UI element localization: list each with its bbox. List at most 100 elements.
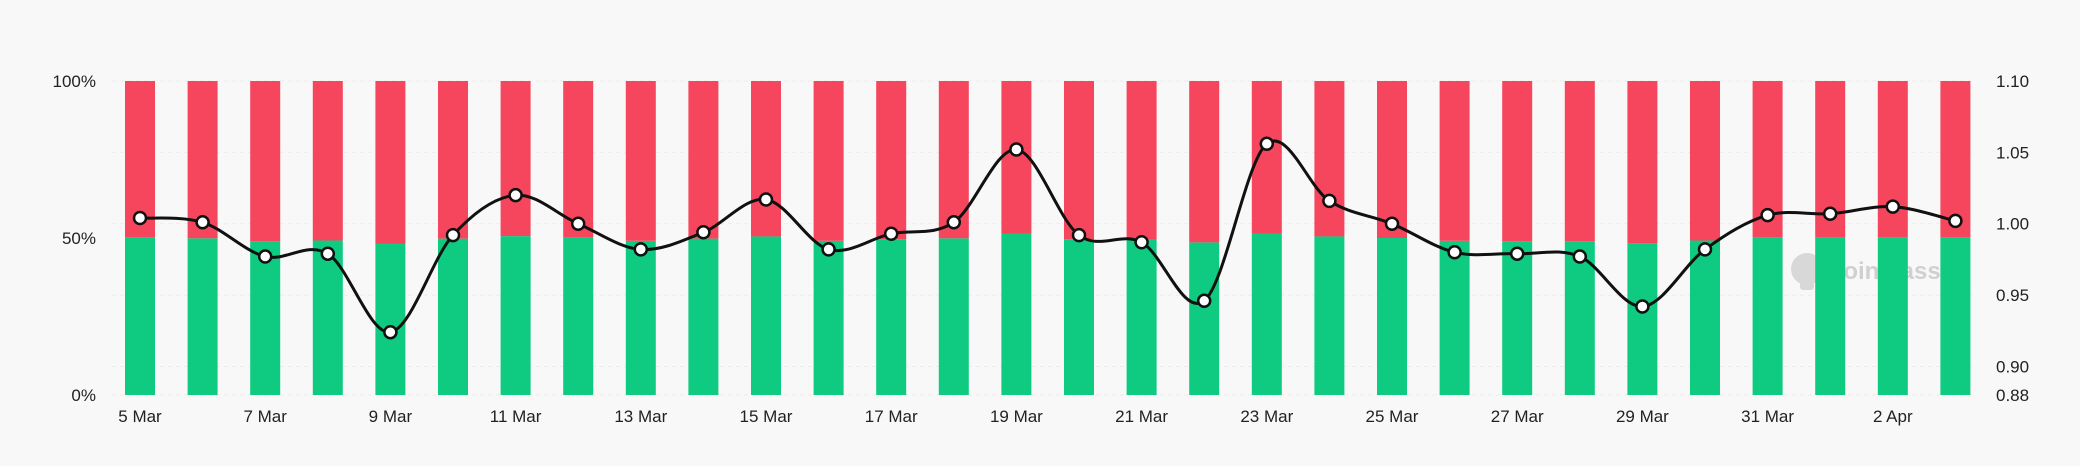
bar-short [938, 81, 969, 239]
y-left-tick-label: 50% [62, 229, 96, 248]
bar-long [688, 238, 719, 395]
x-tick-label: 29 Mar [1616, 407, 1669, 426]
ratio-point [1822, 206, 1838, 221]
ratio-point [1447, 245, 1462, 260]
x-tick-label: 13 Mar [614, 407, 667, 426]
x-axis: 5 Mar 7 Mar 9 Mar 11 Mar 13 Mar 15 Mar 17 Mar 1… [118, 407, 1913, 426]
bar-long [938, 238, 969, 395]
ratio-point [508, 187, 523, 203]
ratio-point [132, 210, 148, 226]
bar-short [1126, 81, 1157, 240]
bar-short [1627, 81, 1658, 244]
x-tick-label: 15 Mar [740, 407, 793, 426]
y-right-tick-label: 1.05 [1996, 143, 2029, 162]
bar-long [876, 239, 907, 395]
ratio-point [1572, 249, 1588, 264]
bar-short [688, 81, 719, 239]
ratio-point [821, 242, 836, 257]
bar-long [1439, 240, 1470, 395]
ratio-point [1760, 207, 1775, 223]
ratio-point [257, 249, 273, 264]
bar-short [876, 81, 907, 240]
bar-short [1439, 81, 1470, 241]
x-tick-label: 11 Mar [490, 407, 542, 426]
ratio-point [758, 192, 774, 207]
bar-long [1314, 236, 1345, 395]
ratio-point [1009, 142, 1024, 157]
ratio-point [1948, 213, 1963, 229]
bar-short [1502, 81, 1533, 242]
coinglass-logo-icon [1791, 253, 1823, 290]
bar-short [1690, 81, 1720, 241]
bar-long [250, 241, 281, 395]
ratio-point [633, 242, 649, 257]
x-tick-label: 21 Mar [1115, 407, 1168, 426]
ratio-point [1635, 299, 1650, 314]
bar-long [438, 238, 468, 395]
bar-short [1940, 81, 1971, 238]
bar-short [1314, 81, 1345, 237]
bar-short [1377, 81, 1407, 238]
x-tick-label: 5 Mar [118, 407, 162, 426]
bar-short [1189, 81, 1220, 243]
bar-short [625, 81, 656, 241]
bar-long [1690, 240, 1720, 395]
ratio-point [1322, 193, 1337, 209]
bar-long [1752, 237, 1783, 395]
bars [125, 81, 1971, 395]
y-right-tick-label: 1.10 [1996, 72, 2029, 91]
ratio-point [1071, 227, 1087, 243]
bar-long [1377, 238, 1407, 395]
bar-long [500, 236, 531, 395]
y-axis-left: 0% 50% 100% [53, 72, 96, 405]
ratio-point [1509, 246, 1525, 261]
ratio-point [946, 215, 962, 230]
ratio-point [195, 215, 210, 230]
x-tick-label: 31 Mar [1741, 407, 1794, 426]
bar-long [375, 243, 406, 395]
bar-short [1001, 81, 1032, 234]
bar-long [751, 236, 781, 395]
ratio-point [1384, 216, 1400, 231]
x-tick-label: 7 Mar [243, 407, 287, 426]
bar-short [375, 81, 406, 244]
bar-long [125, 237, 155, 395]
x-tick-label: 27 Mar [1491, 407, 1544, 426]
bar-long [1940, 237, 1971, 395]
bar-long [1251, 233, 1282, 395]
y-right-tick-label: 0.90 [1996, 357, 2029, 376]
x-tick-label: 25 Mar [1366, 407, 1419, 426]
x-tick-label: 17 Mar [865, 407, 918, 426]
ratio-point [1259, 136, 1275, 152]
ratio-point [570, 216, 586, 231]
x-tick-label: 23 Mar [1240, 407, 1293, 426]
ratio-point [1885, 199, 1901, 214]
bar-long [813, 240, 844, 395]
y-axis-right: 0.88 0.90 0.95 1.00 1.05 1.10 [1996, 72, 2029, 405]
bar-long [563, 237, 594, 395]
bar-short [500, 81, 531, 237]
ratio-line-path [139, 139, 1956, 334]
bar-short [563, 81, 594, 238]
y-right-tick-label: 1.00 [1996, 215, 2029, 234]
ratio-point [883, 226, 899, 241]
bar-short [813, 81, 844, 241]
bar-short [438, 81, 468, 239]
bar-long [1001, 233, 1032, 395]
bar-short [1564, 81, 1595, 242]
y-right-tick-label: 0.88 [1996, 386, 2029, 405]
y-left-tick-label: 100% [53, 72, 96, 91]
y-left-tick-label: 0% [71, 386, 96, 405]
bar-long [1815, 237, 1846, 395]
bar-long [1189, 242, 1220, 395]
ratio-point [445, 227, 461, 243]
bar-short [312, 81, 343, 241]
bar-long [1564, 241, 1595, 395]
x-tick-label: 9 Mar [369, 407, 413, 426]
bar-long [1126, 239, 1157, 395]
ratio-point [696, 225, 711, 240]
ratio-point [1196, 293, 1212, 309]
bar-short [250, 81, 281, 242]
ratio-point [320, 246, 336, 261]
